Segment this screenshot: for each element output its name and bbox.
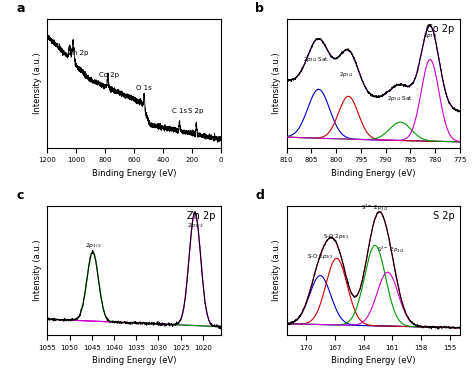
Text: S 2p: S 2p: [188, 108, 203, 114]
Y-axis label: Intensity (a.u.): Intensity (a.u.): [33, 240, 42, 301]
Text: Co 2p: Co 2p: [426, 24, 455, 34]
X-axis label: Binding Energy (eV): Binding Energy (eV): [92, 169, 176, 178]
Text: $2p_{1/2}$: $2p_{1/2}$: [338, 71, 353, 79]
Text: S$^{2-}$ $2p_{1/2}$: S$^{2-}$ $2p_{1/2}$: [362, 203, 389, 212]
Text: O 1s: O 1s: [136, 85, 152, 91]
X-axis label: Binding Energy (eV): Binding Energy (eV): [331, 356, 415, 365]
Text: S-O $2p_{3/2}$: S-O $2p_{3/2}$: [323, 233, 350, 241]
Text: $2p_{1/2}$: $2p_{1/2}$: [84, 241, 101, 250]
Y-axis label: Intensity (a.u.): Intensity (a.u.): [272, 240, 281, 301]
X-axis label: Binding Energy (eV): Binding Energy (eV): [331, 169, 415, 178]
Text: $2p_{3/2}$ Sat.: $2p_{3/2}$ Sat.: [303, 56, 330, 64]
Text: b: b: [255, 2, 264, 15]
X-axis label: Binding Energy (eV): Binding Energy (eV): [92, 356, 176, 365]
Text: S-O $2p_{1/2}$: S-O $2p_{1/2}$: [307, 253, 333, 261]
Text: S$^{2-}$ $2p_{3/2}$: S$^{2-}$ $2p_{3/2}$: [377, 244, 404, 254]
Text: Co 2p: Co 2p: [99, 72, 119, 78]
Text: a: a: [16, 2, 25, 15]
Text: d: d: [255, 189, 264, 202]
Text: C 1s: C 1s: [172, 108, 187, 114]
Y-axis label: Intensity (a.u.): Intensity (a.u.): [272, 52, 281, 114]
Y-axis label: Intensity (a.u.): Intensity (a.u.): [33, 52, 42, 114]
Text: $2p_{3/2}$: $2p_{3/2}$: [187, 221, 203, 230]
Text: $2p_{1/2}$ Sat.: $2p_{1/2}$ Sat.: [387, 95, 414, 103]
Text: S 2p: S 2p: [433, 211, 455, 221]
Text: c: c: [16, 189, 24, 202]
Text: Zn 2p: Zn 2p: [67, 50, 88, 56]
Text: $2p_{3/2}$: $2p_{3/2}$: [423, 31, 438, 40]
Text: Zn 2p: Zn 2p: [187, 211, 216, 221]
